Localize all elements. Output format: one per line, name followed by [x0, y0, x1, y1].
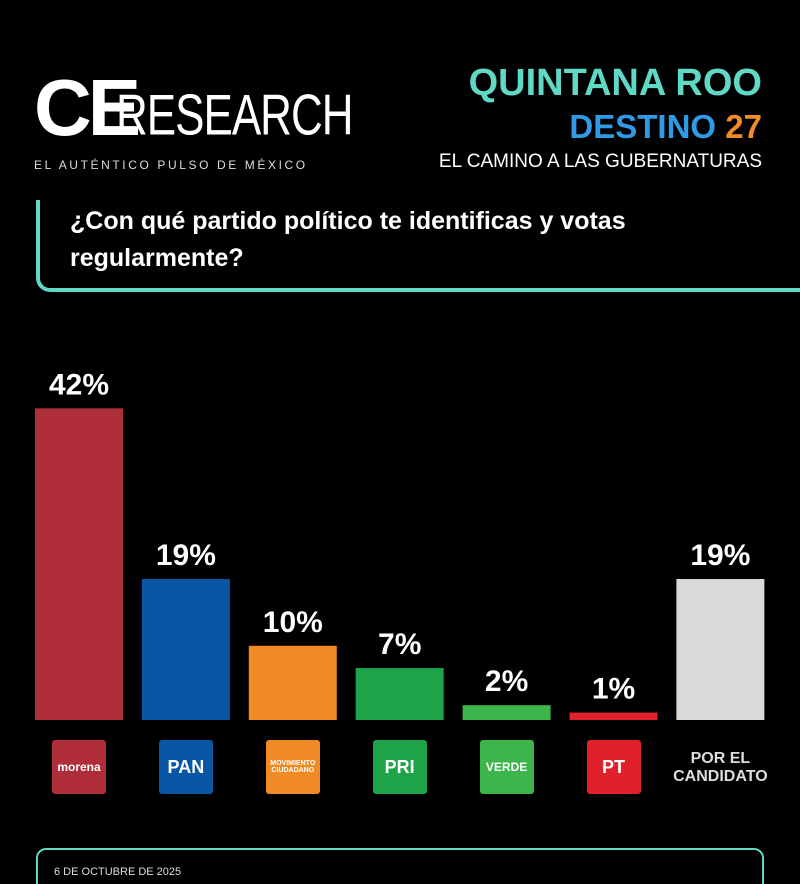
value-label: 42% [49, 368, 109, 401]
category-label: MOVIMIENTO CIUDADANO [265, 740, 320, 794]
campaign: DESTINO 27 [569, 108, 762, 146]
campaign-number: 27 [725, 108, 762, 145]
category-label: PAN [158, 740, 213, 794]
subtitle: EL CAMINO A LAS GUBERNATURAS [438, 151, 762, 172]
bar [35, 408, 123, 720]
category-label: VERDE [479, 740, 534, 794]
campaign-name: DESTINO [569, 108, 717, 145]
value-label: 7% [378, 628, 421, 661]
footer-frame [36, 848, 764, 884]
logo-primary: CE [34, 63, 141, 152]
category-label: POR EL CANDIDATO [673, 750, 768, 785]
value-label: 19% [690, 539, 750, 572]
value-label: 10% [263, 606, 323, 639]
question-frame [36, 200, 800, 292]
category-label: PT [586, 740, 641, 794]
logo-secondary: RESEARCH [116, 84, 353, 148]
value-label: 19% [156, 539, 216, 572]
bar [141, 579, 230, 720]
category-label: PRI [372, 740, 427, 794]
bar [569, 712, 658, 720]
question: ¿Con qué partido político te identificas… [70, 207, 626, 272]
tagline: EL AUTÉNTICO PULSO DE MÉXICO [34, 158, 308, 172]
value-label: 2% [485, 665, 528, 698]
category-label: morena [52, 740, 106, 794]
bar [355, 668, 444, 720]
bar [462, 705, 551, 720]
bar [248, 645, 337, 720]
bar [676, 579, 765, 720]
footer-date: 6 DE OCTUBRE DE 2025 [54, 866, 182, 878]
value-label: 1% [592, 673, 635, 706]
state: QUINTANA ROO [468, 62, 762, 104]
